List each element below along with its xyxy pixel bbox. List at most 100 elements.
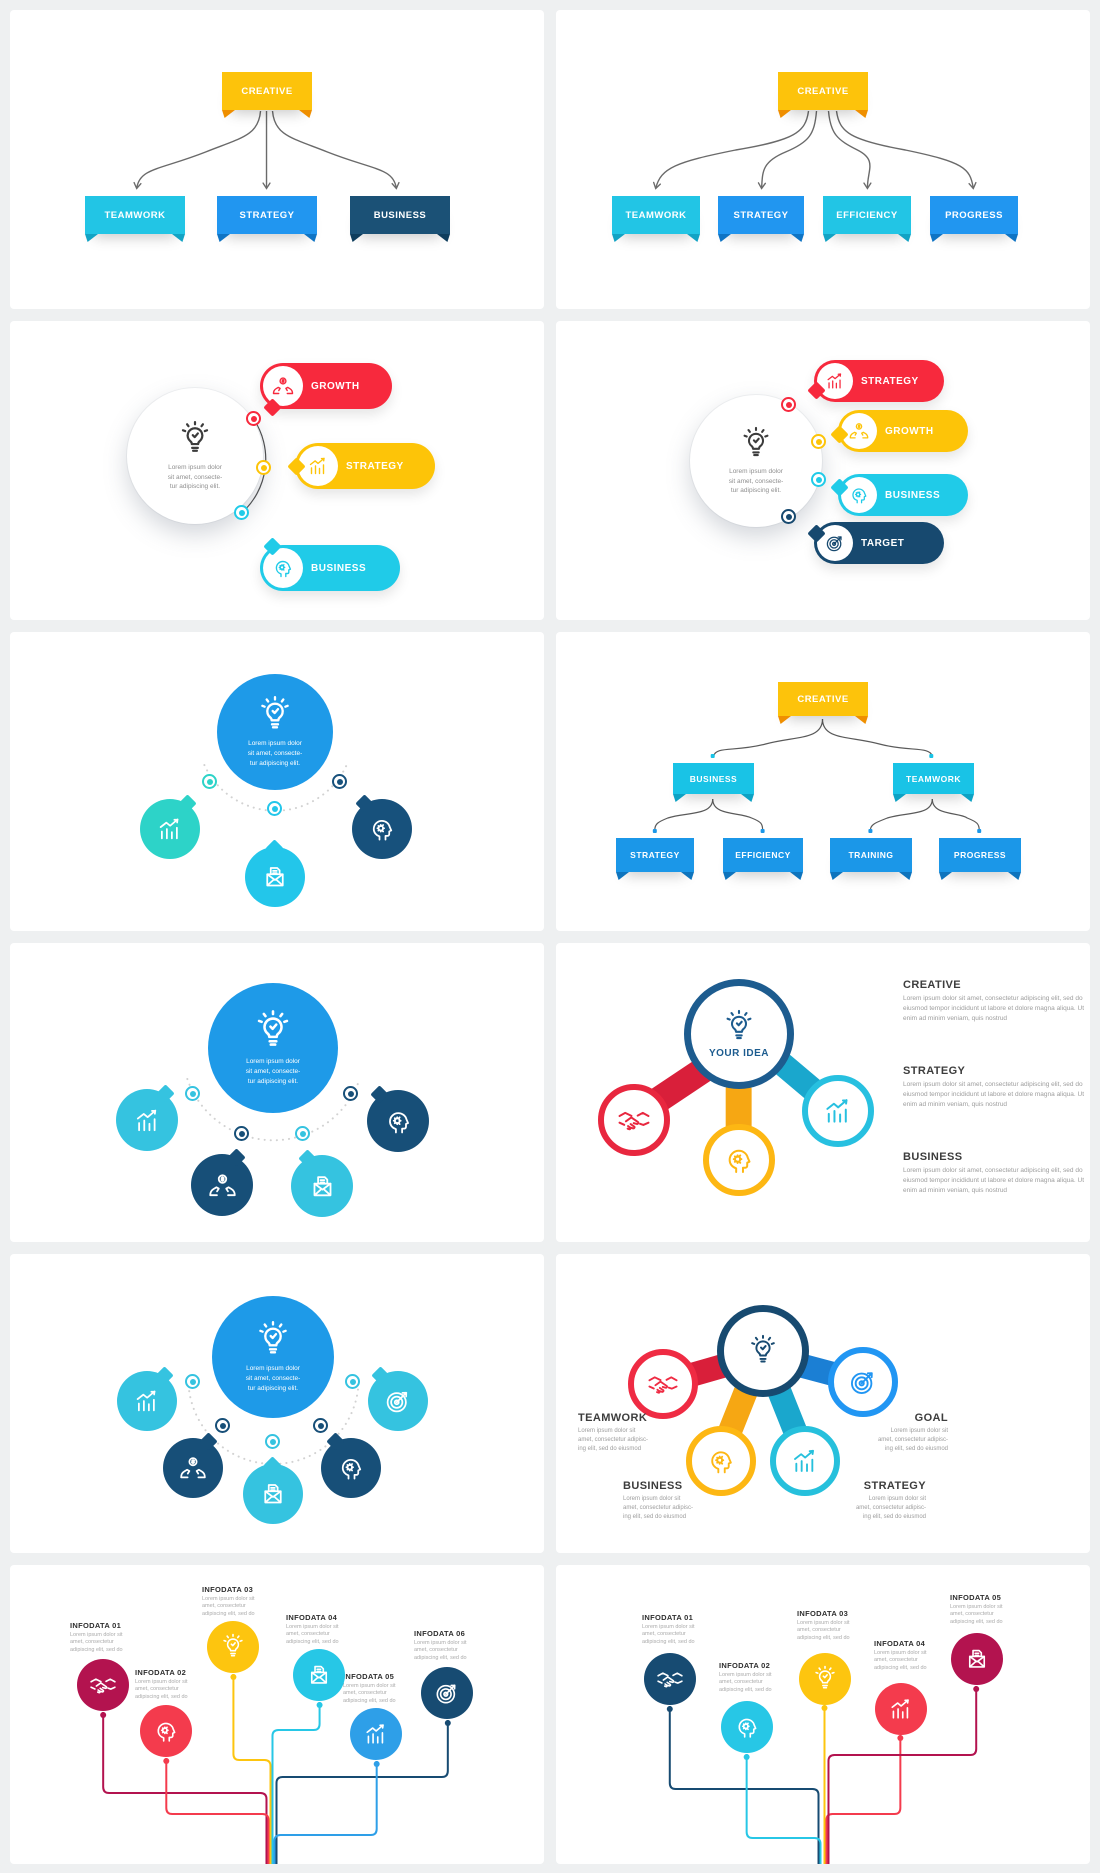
infodata-body: Lorem ipsum dolor sit amet, consectetur … xyxy=(797,1620,850,1641)
satellite-chart[interactable] xyxy=(116,1084,178,1151)
node-label: EFFICIENCY xyxy=(735,850,791,860)
satellite-mail[interactable] xyxy=(245,839,305,907)
label-body: Lorem ipsum dolor sit amet, consectetur … xyxy=(623,1496,694,1520)
panel-circle-satellites-5[interactable]: Lorem ipsum dolor sit amet, consecte- tu… xyxy=(10,1254,544,1553)
panel-idea-pills-3[interactable]: Lorem ipsum dolor sit amet, consecte- tu… xyxy=(10,321,544,620)
infodata-node-1[interactable] xyxy=(77,1659,129,1711)
satellite-mail[interactable] xyxy=(243,1456,303,1524)
idea-text: Lorem ipsum dolor sit amet, consecte- tu… xyxy=(245,1365,301,1392)
pill-label: GROWTH xyxy=(885,425,934,437)
node-strategy[interactable]: STRATEGY xyxy=(616,838,694,872)
node-teamwork[interactable]: TEAMWORK xyxy=(893,763,974,794)
idea-circle[interactable] xyxy=(717,1305,809,1397)
node-creative[interactable]: CREATIVE xyxy=(222,72,312,110)
node-progress[interactable]: PROGRESS xyxy=(939,838,1021,872)
node-creative[interactable]: CREATIVE xyxy=(778,682,868,716)
panel-tree-two-level[interactable]: CREATIVE BUSINESS TEAMWORK STRATEGY EFFI… xyxy=(556,632,1090,931)
panel-circle-satellites-3[interactable]: Lorem ipsum dolor sit amet, consecte- tu… xyxy=(10,632,544,931)
node-label: EFFICIENCY xyxy=(836,209,898,221)
pill-strategy[interactable]: STRATEGY xyxy=(807,360,944,402)
bar-chart-icon xyxy=(362,1720,390,1748)
pill-target[interactable]: TARGET xyxy=(807,522,944,564)
node-strategy[interactable]: STRATEGY xyxy=(718,196,804,234)
node-business[interactable]: BUSINESS xyxy=(673,763,754,794)
pill-growth[interactable]: GROWTH xyxy=(260,363,392,417)
connector-dot xyxy=(265,1434,280,1449)
connector-dot xyxy=(234,1126,249,1141)
satellite-head[interactable] xyxy=(703,1124,775,1196)
idea-circle[interactable]: Lorem ipsum dolor sit amet, consecte- tu… xyxy=(217,674,333,790)
satellite-chart[interactable] xyxy=(770,1426,840,1496)
node-teamwork[interactable]: TEAMWORK xyxy=(612,196,700,234)
node-business[interactable]: BUSINESS xyxy=(350,196,450,234)
connector-dot xyxy=(781,397,796,412)
satellite-handshake[interactable] xyxy=(598,1084,670,1156)
infodata-node-1[interactable] xyxy=(644,1653,696,1705)
idea-circle[interactable]: Lorem ipsum dolor sit amet, consecte- tu… xyxy=(208,983,338,1113)
idea-circle[interactable]: YOUR IDEA xyxy=(684,979,794,1089)
infodata-node-2[interactable] xyxy=(721,1701,773,1753)
panel-your-idea-blob[interactable]: YOUR IDEA CREATIVE Lorem ipsum dolor sit… xyxy=(556,943,1090,1242)
connector-dot xyxy=(781,509,796,524)
label-title: BUSINESS xyxy=(623,1480,683,1492)
envelope-icon xyxy=(963,1645,991,1673)
label-business: BUSINESS Lorem ipsum dolor sit amet, con… xyxy=(623,1480,753,1522)
satellite-head[interactable] xyxy=(321,1432,381,1498)
bar-chart-icon xyxy=(789,1445,821,1477)
node-efficiency[interactable]: EFFICIENCY xyxy=(823,196,911,234)
panel-idea-pills-4[interactable]: Lorem ipsum dolor sit amet, consecte- tu… xyxy=(556,321,1090,620)
idea-circle[interactable]: Lorem ipsum dolor sit amet, consecte- tu… xyxy=(690,395,822,527)
satellite-chart[interactable] xyxy=(802,1075,874,1147)
satellite-chart[interactable] xyxy=(117,1366,177,1431)
section-creative: CREATIVE Lorem ipsum dolor sit amet, con… xyxy=(903,979,1085,1023)
idea-circle[interactable]: Lorem ipsum dolor sit amet, consecte- tu… xyxy=(212,1296,334,1418)
infodata-title: INFODATA 05 xyxy=(950,1593,1002,1602)
node-strategy[interactable]: STRATEGY xyxy=(217,196,317,234)
section-title: STRATEGY xyxy=(903,1065,966,1077)
connector-dot xyxy=(313,1418,328,1433)
section-body: Lorem ipsum dolor sit amet, consectetur … xyxy=(903,1081,1085,1108)
infodata-node-5[interactable] xyxy=(350,1708,402,1760)
satellite-head[interactable] xyxy=(686,1426,756,1496)
node-creative[interactable]: CREATIVE xyxy=(778,72,868,110)
satellite-hands-dollar[interactable] xyxy=(163,1432,223,1498)
infodata-node-3[interactable] xyxy=(207,1621,259,1673)
idea-circle[interactable]: Lorem ipsum dolor sit amet, consecte- tu… xyxy=(127,388,263,524)
infodata-node-2[interactable] xyxy=(140,1705,192,1757)
node-progress[interactable]: PROGRESS xyxy=(930,196,1018,234)
infodata-node-4[interactable] xyxy=(293,1649,345,1701)
node-efficiency[interactable]: EFFICIENCY xyxy=(723,838,803,872)
pill-growth[interactable]: GROWTH xyxy=(830,410,968,452)
label-teamwork: TEAMWORK Lorem ipsum dolor sit amet, con… xyxy=(578,1412,708,1454)
infodata-node-5[interactable] xyxy=(951,1633,1003,1685)
lightbulb-icon xyxy=(721,1009,757,1045)
panel-blob-labels[interactable]: TEAMWORK Lorem ipsum dolor sit amet, con… xyxy=(556,1254,1090,1553)
pill-strategy[interactable]: STRATEGY xyxy=(287,443,435,489)
satellite-head[interactable] xyxy=(367,1085,429,1152)
head-gear-icon xyxy=(367,814,397,844)
panel-flow-tree-3[interactable]: CREATIVE TEAMWORK STRATEGY BUSINESS xyxy=(10,10,544,309)
infodata-node-4[interactable] xyxy=(875,1683,927,1735)
panel-infodata-6[interactable]: INFODATA 01 Lorem ipsum dolor sit amet, … xyxy=(10,1565,544,1864)
panel-circle-satellites-4[interactable]: Lorem ipsum dolor sit amet, consecte- tu… xyxy=(10,943,544,1242)
satellite-hands-dollar[interactable] xyxy=(191,1148,253,1216)
satellite-target[interactable] xyxy=(828,1347,898,1417)
node-label: CREATIVE xyxy=(797,693,849,705)
infodata-node-6[interactable] xyxy=(421,1667,473,1719)
pill-business[interactable]: BUSINESS xyxy=(830,474,968,516)
satellite-chart[interactable] xyxy=(140,794,200,859)
panel-infodata-5[interactable]: INFODATA 01 Lorem ipsum dolor sit amet, … xyxy=(556,1565,1090,1864)
lightbulb-icon xyxy=(176,420,214,458)
satellite-head[interactable] xyxy=(352,794,412,859)
satellite-mail[interactable] xyxy=(291,1149,353,1217)
node-teamwork[interactable]: TEAMWORK xyxy=(85,196,185,234)
hands-dollar-icon xyxy=(841,413,877,449)
pill-business[interactable]: BUSINESS xyxy=(260,537,400,591)
infodata-node-3[interactable] xyxy=(799,1653,851,1705)
infodata-label: INFODATA 06 Lorem ipsum dolor sit amet, … xyxy=(414,1629,506,1662)
panel-flow-tree-4[interactable]: CREATIVE TEAMWORK STRATEGY EFFICIENCY PR… xyxy=(556,10,1090,309)
node-training[interactable]: TRAINING xyxy=(830,838,912,872)
satellite-target[interactable] xyxy=(368,1366,428,1431)
satellite-handshake[interactable] xyxy=(628,1349,698,1419)
